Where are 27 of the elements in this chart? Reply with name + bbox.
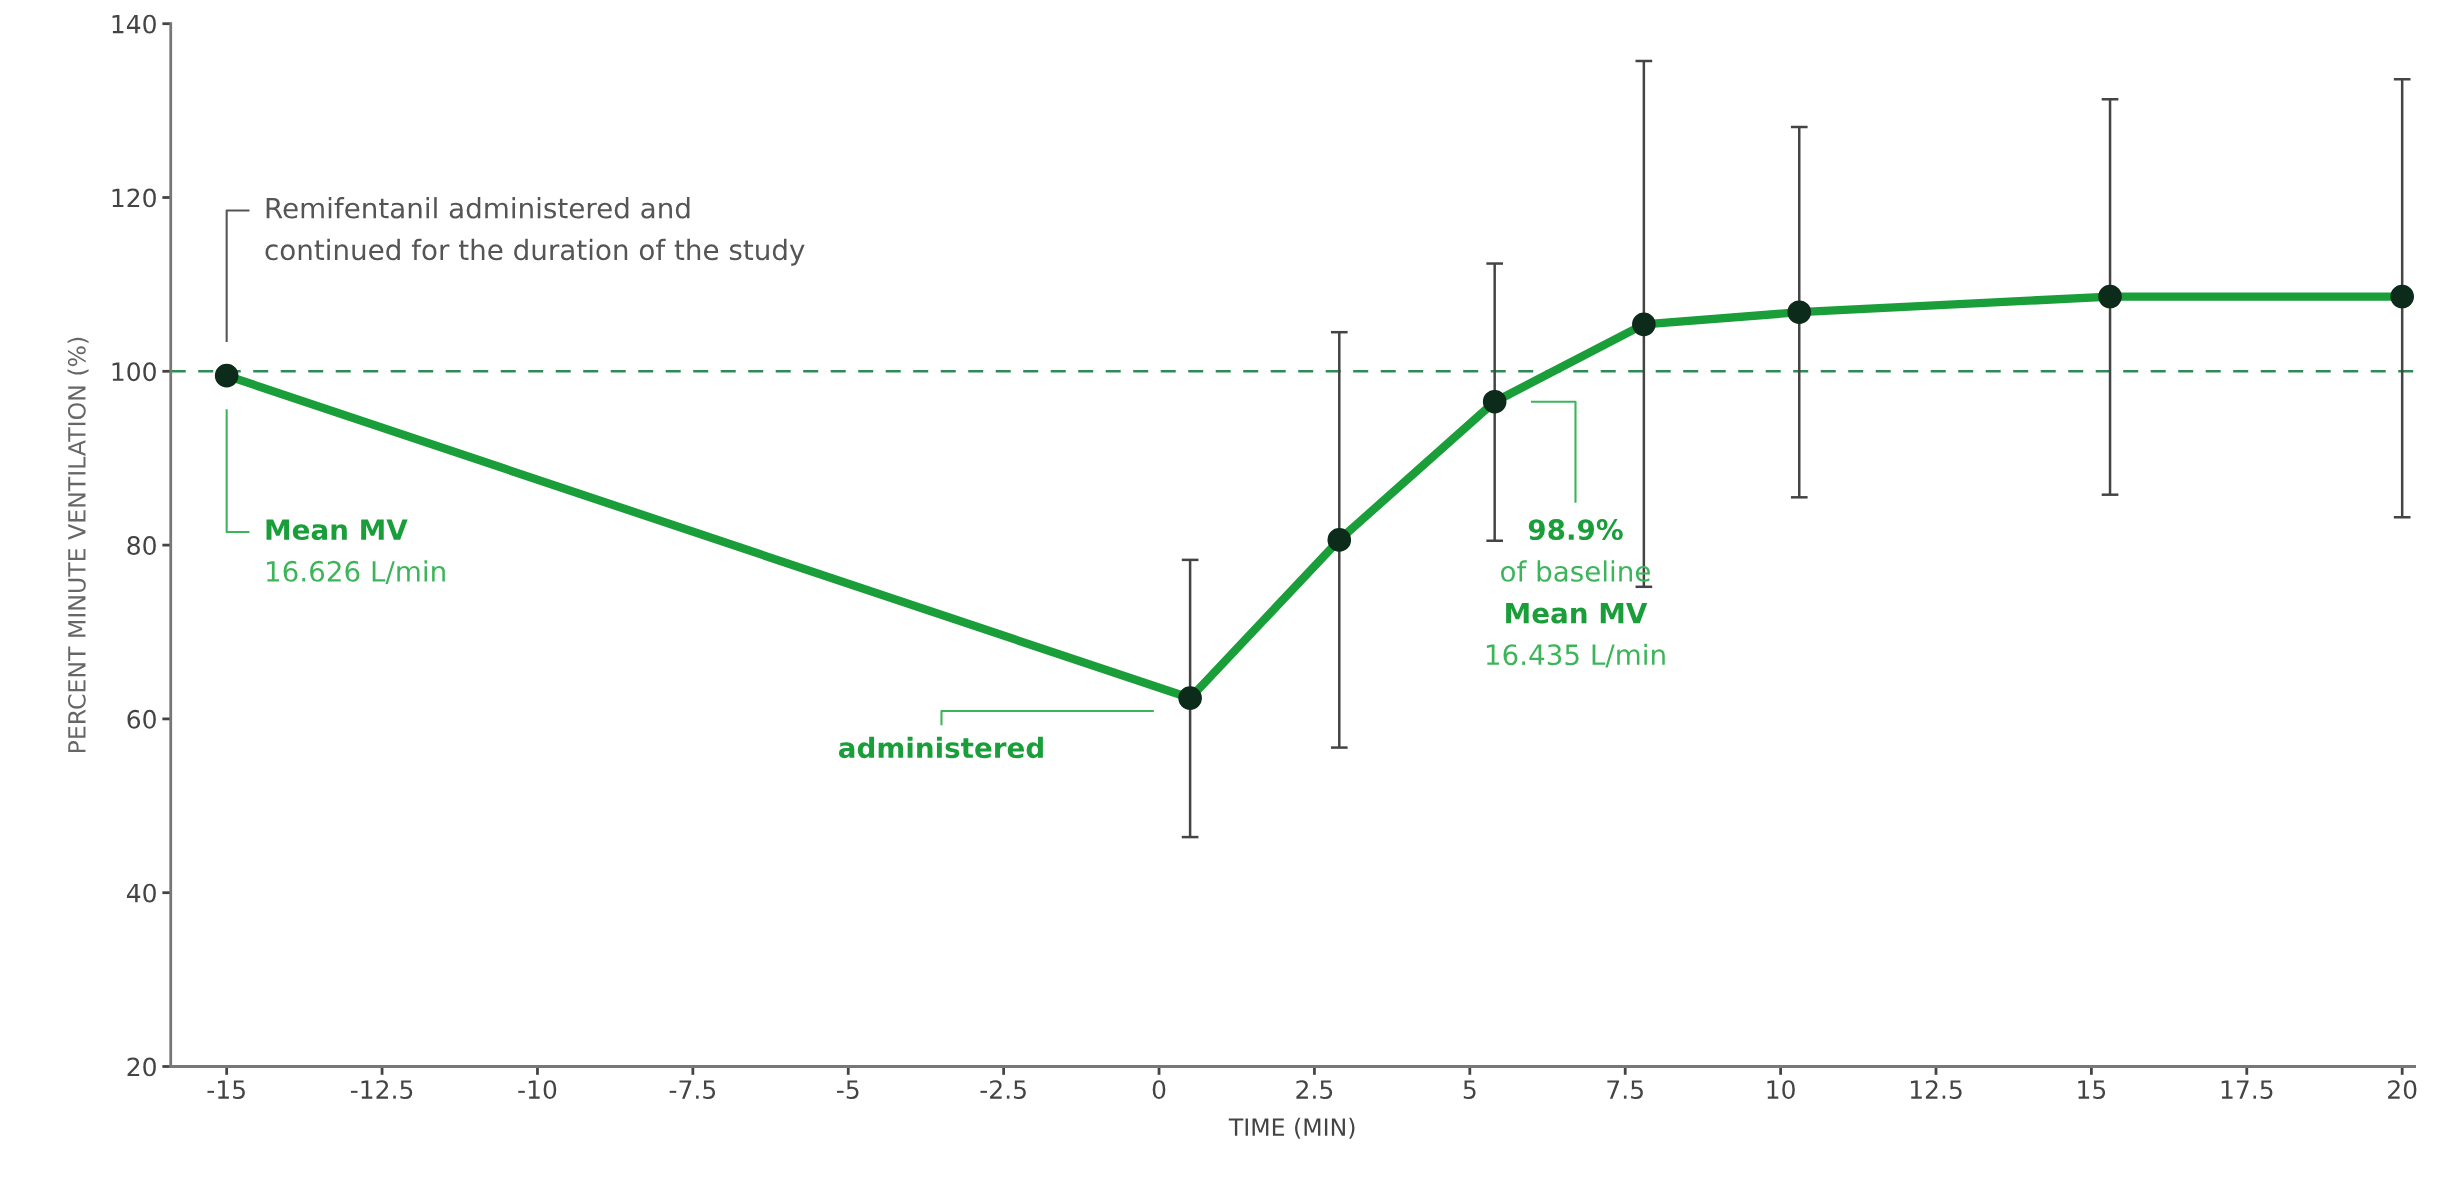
annotation: Remifentanil administered and continued for the duration of the study: [265, 197, 805, 266]
x-tick-label: 15: [2078, 1080, 2106, 1100]
x-tick-label: 12.5: [1910, 1080, 1962, 1100]
annotation: Mean MV 16.626 L/min: [266, 519, 445, 585]
y-tick-label: 140: [112, 14, 156, 34]
y-tick-label: 20: [127, 1057, 156, 1077]
y-tick-label: 120: [112, 188, 156, 208]
x-tick-label: -12.5: [350, 1080, 413, 1100]
x-tick-label: 0: [1152, 1080, 1166, 1100]
x-tick-label: 10: [1767, 1080, 1795, 1100]
x-tick-label: -5: [837, 1080, 859, 1100]
x-axis-title: TIME (MIN): [1228, 1117, 1355, 1139]
x-tick-label: 17.5: [2221, 1080, 2273, 1100]
x-tick-label: 2.5: [1296, 1080, 1333, 1100]
y-axis-title: PERCENT MINUTE VENTILATION (%): [67, 337, 89, 753]
y-tick-label: 80: [127, 536, 156, 555]
x-tick-label: 5: [1463, 1080, 1476, 1100]
x-tick-label: -7.5: [669, 1080, 716, 1100]
y-tick-label: 60: [127, 709, 156, 729]
x-tick-label: -15: [207, 1080, 245, 1100]
x-tick-label: -2.5: [980, 1080, 1026, 1100]
x-tick-label: -10: [518, 1080, 557, 1100]
x-tick-label: 20: [2388, 1080, 2417, 1100]
y-tick-label: 40: [126, 883, 156, 903]
annotation: administered: [838, 736, 1043, 759]
x-tick-label: 7.5: [1607, 1080, 1643, 1100]
y-tick-label: 100: [112, 362, 156, 382]
